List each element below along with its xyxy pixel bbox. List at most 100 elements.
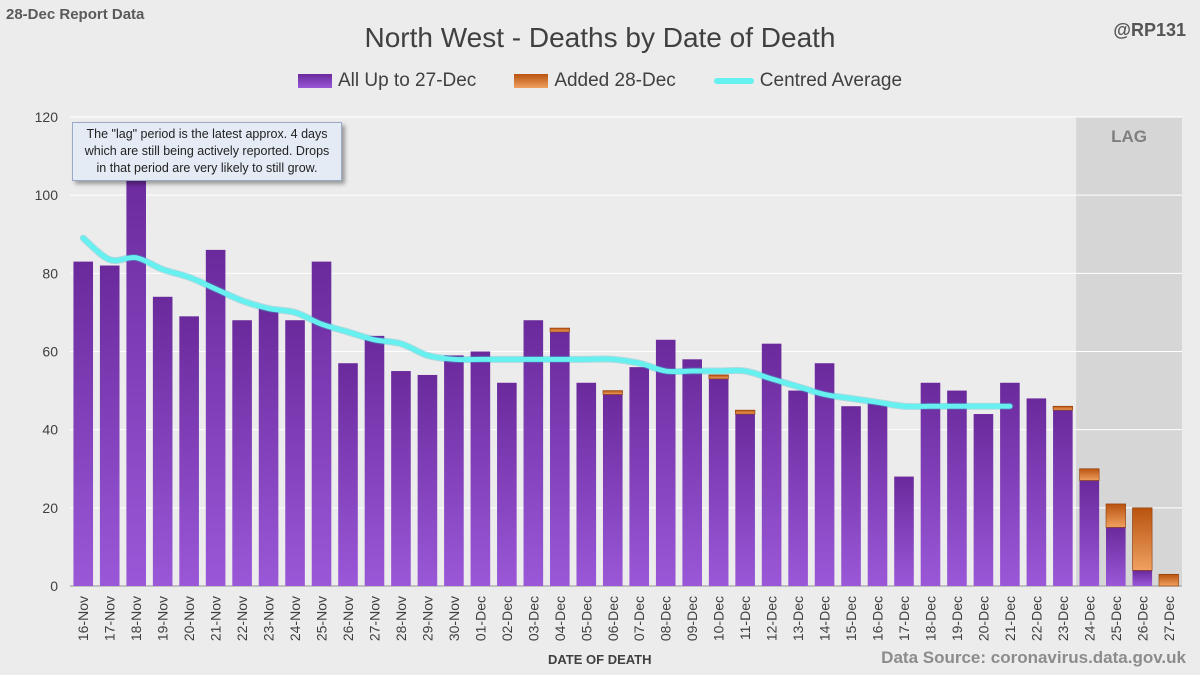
x-tick-label: 20-Nov <box>181 596 197 641</box>
x-tick-label: 15-Dec <box>843 596 859 641</box>
x-tick-label: 04-Dec <box>552 596 568 641</box>
chart-title: North West - Deaths by Date of Death <box>364 22 836 53</box>
x-tick-label: 08-Dec <box>658 596 674 641</box>
x-tick-label: 02-Dec <box>499 596 515 641</box>
x-tick-label: 09-Dec <box>684 596 700 641</box>
x-tick-label: 17-Dec <box>896 596 912 641</box>
bar-all-up-to-27-dec <box>99 265 120 586</box>
x-tick-label: 24-Nov <box>287 596 303 641</box>
x-tick-label: 19-Dec <box>949 596 965 641</box>
x-tick-label: 25-Dec <box>1108 596 1124 641</box>
y-tick-label: 100 <box>35 187 59 203</box>
bar-all-up-to-27-dec <box>602 394 623 586</box>
legend-item-average: Centred Average <box>713 70 903 92</box>
data-source: Data Source: coronavirus.data.gov.uk <box>881 648 1186 667</box>
x-tick-label: 30-Nov <box>446 596 462 641</box>
bar-added-28-dec <box>735 409 756 415</box>
x-tick-label: 26-Dec <box>1134 596 1150 641</box>
x-tick-label: 21-Nov <box>208 596 224 641</box>
y-tick-label: 80 <box>42 265 58 281</box>
bar-all-up-to-27-dec <box>814 363 835 586</box>
bar-added-28-dec <box>1079 468 1100 481</box>
bar-all-up-to-27-dec <box>417 374 438 586</box>
x-tick-label: 16-Dec <box>870 596 886 641</box>
bar-all-up-to-27-dec <box>947 390 967 586</box>
report-label: 28-Dec Report Data <box>6 6 145 23</box>
x-tick-label: 22-Dec <box>1028 596 1044 641</box>
bar-all-up-to-27-dec <box>708 378 729 586</box>
bar-added-28-dec <box>549 327 570 333</box>
x-tick-label: 22-Nov <box>234 596 250 641</box>
x-tick-label: 14-Dec <box>817 596 833 641</box>
legend-label-added: Added 28-Dec <box>554 70 676 91</box>
x-tick-label: 20-Dec <box>975 596 991 641</box>
bar-all-up-to-27-dec <box>550 331 570 586</box>
bar-all-up-to-27-dec <box>655 339 676 586</box>
legend-swatch-all <box>297 74 332 88</box>
legend-label-average: Centred Average <box>759 70 903 91</box>
x-tick-label: 11-Dec <box>737 596 753 640</box>
bar-added-28-dec <box>1105 503 1126 528</box>
x-tick-label: 10-Dec <box>711 596 727 641</box>
bar-all-up-to-27-dec <box>1106 527 1126 586</box>
bar-all-up-to-27-dec <box>523 320 544 586</box>
x-tick-label: 27-Nov <box>366 596 382 641</box>
bar-all-up-to-27-dec <box>391 371 411 586</box>
legend-swatch-added <box>514 74 549 88</box>
y-tick-label: 20 <box>42 500 58 516</box>
bar-all-up-to-27-dec <box>894 476 914 586</box>
lag-annotation: The "lag" period is the latest approx. 4… <box>72 122 342 181</box>
legend-item-all: All Up to 27-Dec <box>297 70 477 92</box>
x-tick-label: 07-Dec <box>631 596 647 641</box>
legend-label-all: All Up to 27-Dec <box>337 70 477 91</box>
author-handle: @RP131 <box>1113 20 1186 40</box>
legend-swatch-average <box>713 78 754 84</box>
bar-all-up-to-27-dec <box>179 316 199 586</box>
bar-all-up-to-27-dec <box>761 343 782 586</box>
x-tick-label: 29-Nov <box>419 596 435 641</box>
bar-all-up-to-27-dec <box>1053 410 1073 586</box>
bar-all-up-to-27-dec <box>1079 480 1100 586</box>
bar-added-28-dec <box>708 374 729 380</box>
x-tick-label: 19-Nov <box>155 596 171 641</box>
bar-all-up-to-27-dec <box>735 414 755 586</box>
bar-all-up-to-27-dec <box>1026 398 1047 586</box>
bar-all-up-to-27-dec <box>258 308 279 586</box>
legend-item-added: Added 28-Dec <box>514 70 676 92</box>
bar-all-up-to-27-dec <box>285 320 305 586</box>
x-tick-label: 05-Dec <box>578 596 594 641</box>
x-tick-label: 03-Dec <box>525 596 541 641</box>
x-tick-label: 17-Nov <box>102 596 118 641</box>
bar-all-up-to-27-dec <box>973 414 994 586</box>
bar-all-up-to-27-dec <box>788 390 808 586</box>
bar-all-up-to-27-dec <box>841 406 861 586</box>
x-tick-label: 01-Dec <box>472 596 488 641</box>
y-tick-label: 60 <box>42 344 58 360</box>
y-tick-label: 120 <box>35 109 59 125</box>
x-tick-label: 12-Dec <box>764 596 780 641</box>
bar-all-up-to-27-dec <box>232 320 252 586</box>
bar-added-28-dec <box>1158 573 1179 587</box>
x-axis-title: DATE OF DEATH <box>548 652 652 667</box>
bar-all-up-to-27-dec <box>152 296 173 586</box>
bar-all-up-to-27-dec <box>73 261 94 586</box>
bar-all-up-to-27-dec <box>867 402 888 586</box>
chart-legend: All Up to 27-Dec Added 28-Dec Centred Av… <box>0 70 1200 92</box>
bar-all-up-to-27-dec <box>364 335 385 586</box>
bar-all-up-to-27-dec <box>205 249 226 586</box>
bar-all-up-to-27-dec <box>576 382 597 586</box>
bar-added-28-dec <box>602 390 623 395</box>
y-tick-label: 40 <box>42 422 58 438</box>
lag-label: LAG <box>1111 127 1147 146</box>
x-tick-label: 27-Dec <box>1161 596 1177 641</box>
bar-all-up-to-27-dec <box>126 163 146 586</box>
x-tick-label: 18-Dec <box>922 596 938 641</box>
x-tick-label: 23-Nov <box>261 596 277 641</box>
bar-all-up-to-27-dec <box>1132 570 1153 586</box>
x-tick-label: 25-Nov <box>314 596 330 641</box>
bar-all-up-to-27-dec <box>1000 382 1020 586</box>
x-tick-label: 06-Dec <box>605 596 621 641</box>
x-tick-label: 28-Nov <box>393 596 409 641</box>
x-tick-label: 26-Nov <box>340 596 356 641</box>
